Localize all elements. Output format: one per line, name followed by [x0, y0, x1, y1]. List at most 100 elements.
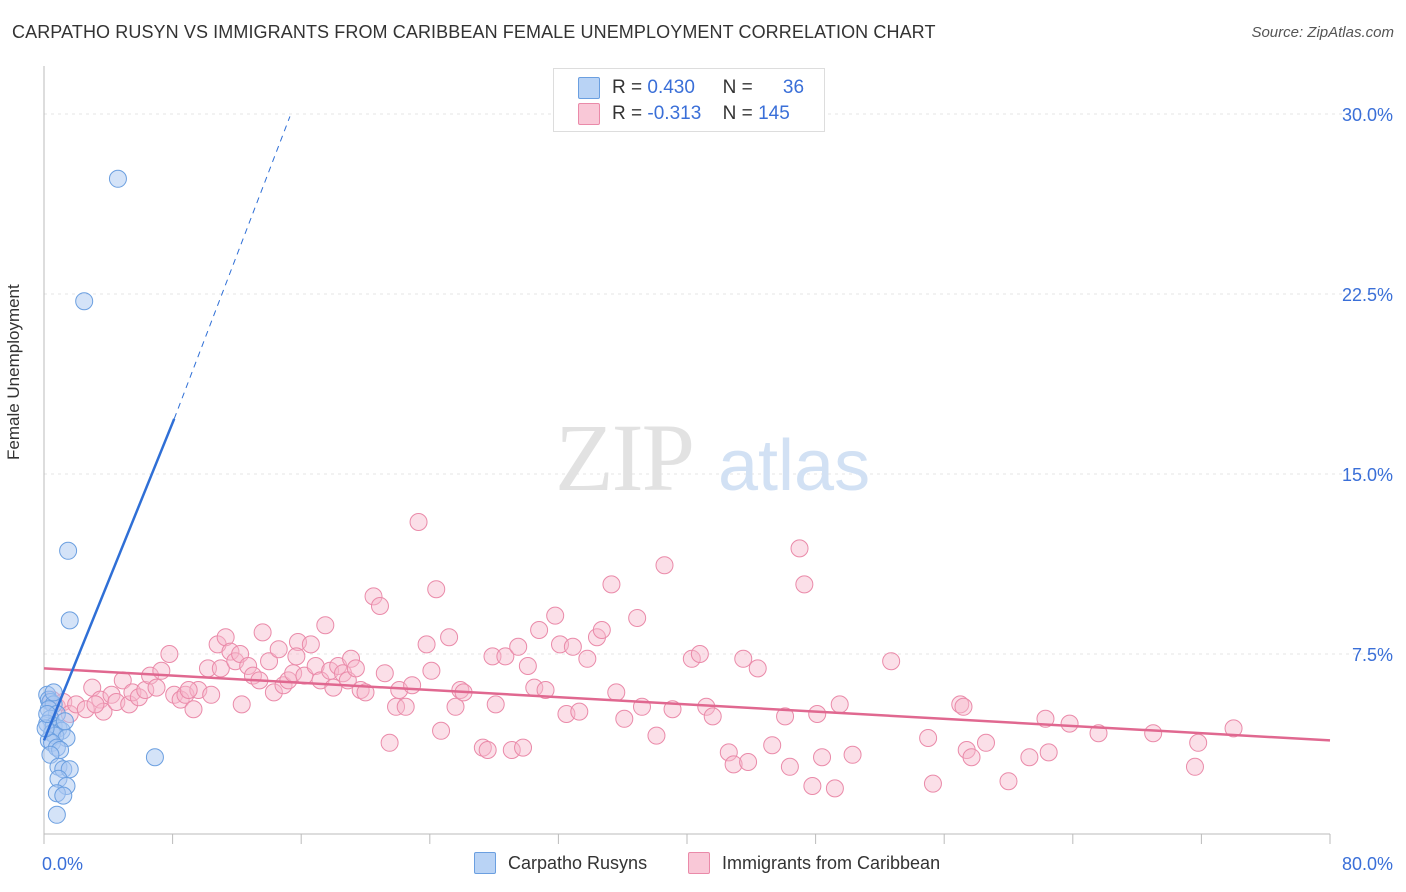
- data-point-caribbean: [287, 647, 306, 666]
- data-point-caribbean: [655, 556, 674, 575]
- data-point-caribbean: [86, 695, 105, 714]
- data-point-caribbean: [1039, 743, 1058, 762]
- data-point-caribbean: [813, 748, 832, 767]
- data-point-rusyn: [108, 169, 127, 188]
- data-point-caribbean: [1060, 714, 1079, 733]
- bottom-swatch-blue: [474, 852, 496, 874]
- data-point-caribbean: [239, 657, 258, 675]
- data-point-caribbean: [578, 649, 597, 668]
- data-point-caribbean: [703, 707, 722, 726]
- trend-line-rusyn-extension: [173, 116, 291, 419]
- data-point-caribbean: [763, 736, 782, 755]
- legend-n-value: 145: [758, 103, 790, 124]
- data-point-caribbean: [152, 661, 171, 680]
- data-point-caribbean: [129, 688, 148, 707]
- data-point-caribbean: [396, 697, 415, 716]
- data-point-rusyn: [44, 683, 63, 702]
- data-point-caribbean: [999, 772, 1018, 791]
- legend-r-label: R =: [612, 77, 643, 98]
- data-point-caribbean: [830, 695, 849, 714]
- data-point-rusyn: [60, 611, 79, 630]
- data-point-caribbean: [1185, 757, 1204, 776]
- data-point-caribbean: [483, 647, 502, 666]
- data-point-caribbean: [1089, 724, 1108, 743]
- data-point-caribbean: [496, 647, 515, 666]
- legend-swatch-blue: [578, 77, 600, 99]
- data-point-caribbean: [1189, 733, 1208, 752]
- legend-r-value: -0.313: [647, 103, 702, 124]
- correlation-legend: R = 0.430 N = 36 R = -0.313 N = 145: [553, 68, 825, 132]
- data-point-caribbean: [647, 726, 666, 745]
- data-point-caribbean: [67, 695, 86, 714]
- series-rusyn-points: [36, 169, 164, 824]
- y-tick-label: 22.5%: [1342, 285, 1393, 305]
- data-point-caribbean: [409, 513, 428, 531]
- data-point-caribbean: [301, 635, 320, 654]
- data-point-caribbean: [1144, 724, 1163, 743]
- data-point-caribbean: [951, 695, 970, 714]
- data-point-caribbean: [739, 753, 758, 771]
- legend-n-label: N =: [722, 103, 753, 124]
- data-point-caribbean: [1224, 719, 1243, 738]
- trend-lines: [42, 116, 1331, 742]
- data-point-caribbean: [76, 700, 95, 719]
- source-label: Source: ZipAtlas.com: [1251, 24, 1394, 41]
- tick-labels: 7.5% 15.0% 22.5% 30.0% 0.0% 80.0%: [42, 105, 1393, 874]
- data-point-caribbean: [954, 697, 973, 716]
- data-point-caribbean: [486, 695, 505, 714]
- data-point-caribbean: [179, 681, 198, 699]
- data-point-caribbean: [342, 649, 361, 668]
- data-point-caribbean: [120, 695, 139, 714]
- data-point-caribbean: [607, 683, 626, 702]
- data-point-caribbean: [422, 661, 441, 680]
- legend-n-value: 36: [782, 77, 805, 98]
- data-point-caribbean: [628, 609, 647, 627]
- data-point-caribbean: [316, 616, 335, 635]
- data-point-caribbean: [530, 621, 549, 639]
- legend-row-caribbean: R = -0.313 N = 145: [578, 101, 804, 127]
- legend-r-value: 0.430: [647, 77, 695, 98]
- legend-row-rusyn: R = 0.430 N = 36: [578, 75, 804, 101]
- data-point-caribbean: [147, 678, 166, 697]
- data-point-caribbean: [264, 683, 283, 702]
- data-point-caribbean: [380, 733, 399, 752]
- legend-n-label: N =: [722, 77, 753, 98]
- data-point-caribbean: [136, 681, 155, 699]
- data-point-caribbean: [780, 757, 799, 776]
- data-point-caribbean: [253, 623, 272, 642]
- data-point-caribbean: [563, 637, 582, 656]
- data-point-caribbean: [446, 697, 465, 716]
- data-point-caribbean: [919, 729, 938, 747]
- data-point-caribbean: [962, 748, 981, 767]
- data-point-caribbean: [748, 659, 767, 678]
- data-point-caribbean: [260, 652, 279, 671]
- trend-line-caribbean: [43, 667, 1331, 742]
- data-point-caribbean: [843, 745, 862, 764]
- data-point-caribbean: [536, 681, 555, 699]
- bottom-legend-label: Carpatho Rusyns: [508, 852, 648, 873]
- watermark-zip: ZIP: [555, 404, 693, 511]
- data-point-caribbean: [514, 738, 533, 757]
- data-point-caribbean: [734, 649, 753, 668]
- series-caribbean-points: [43, 513, 1243, 798]
- data-point-caribbean: [216, 628, 235, 647]
- grid-lines: [44, 113, 1392, 655]
- data-point-caribbean: [923, 774, 942, 793]
- data-point-caribbean: [269, 640, 288, 659]
- data-point-rusyn: [75, 292, 94, 311]
- bottom-legend-caribbean: Immigrants from Caribbean: [688, 852, 940, 874]
- data-point-caribbean: [91, 690, 110, 709]
- bottom-swatch-pink: [688, 852, 710, 874]
- bottom-legend-rusyn: Carpatho Rusyns: [474, 852, 647, 874]
- data-point-caribbean: [232, 695, 251, 714]
- data-point-caribbean: [211, 659, 230, 678]
- data-point-caribbean: [184, 700, 203, 719]
- data-point-caribbean: [440, 628, 459, 647]
- data-point-caribbean: [356, 683, 375, 702]
- data-point-caribbean: [976, 733, 995, 752]
- data-point-caribbean: [592, 621, 611, 639]
- data-point-caribbean: [808, 705, 827, 723]
- data-point-caribbean: [427, 580, 446, 599]
- y-tick-label: 15.0%: [1342, 465, 1393, 485]
- data-point-caribbean: [570, 702, 589, 721]
